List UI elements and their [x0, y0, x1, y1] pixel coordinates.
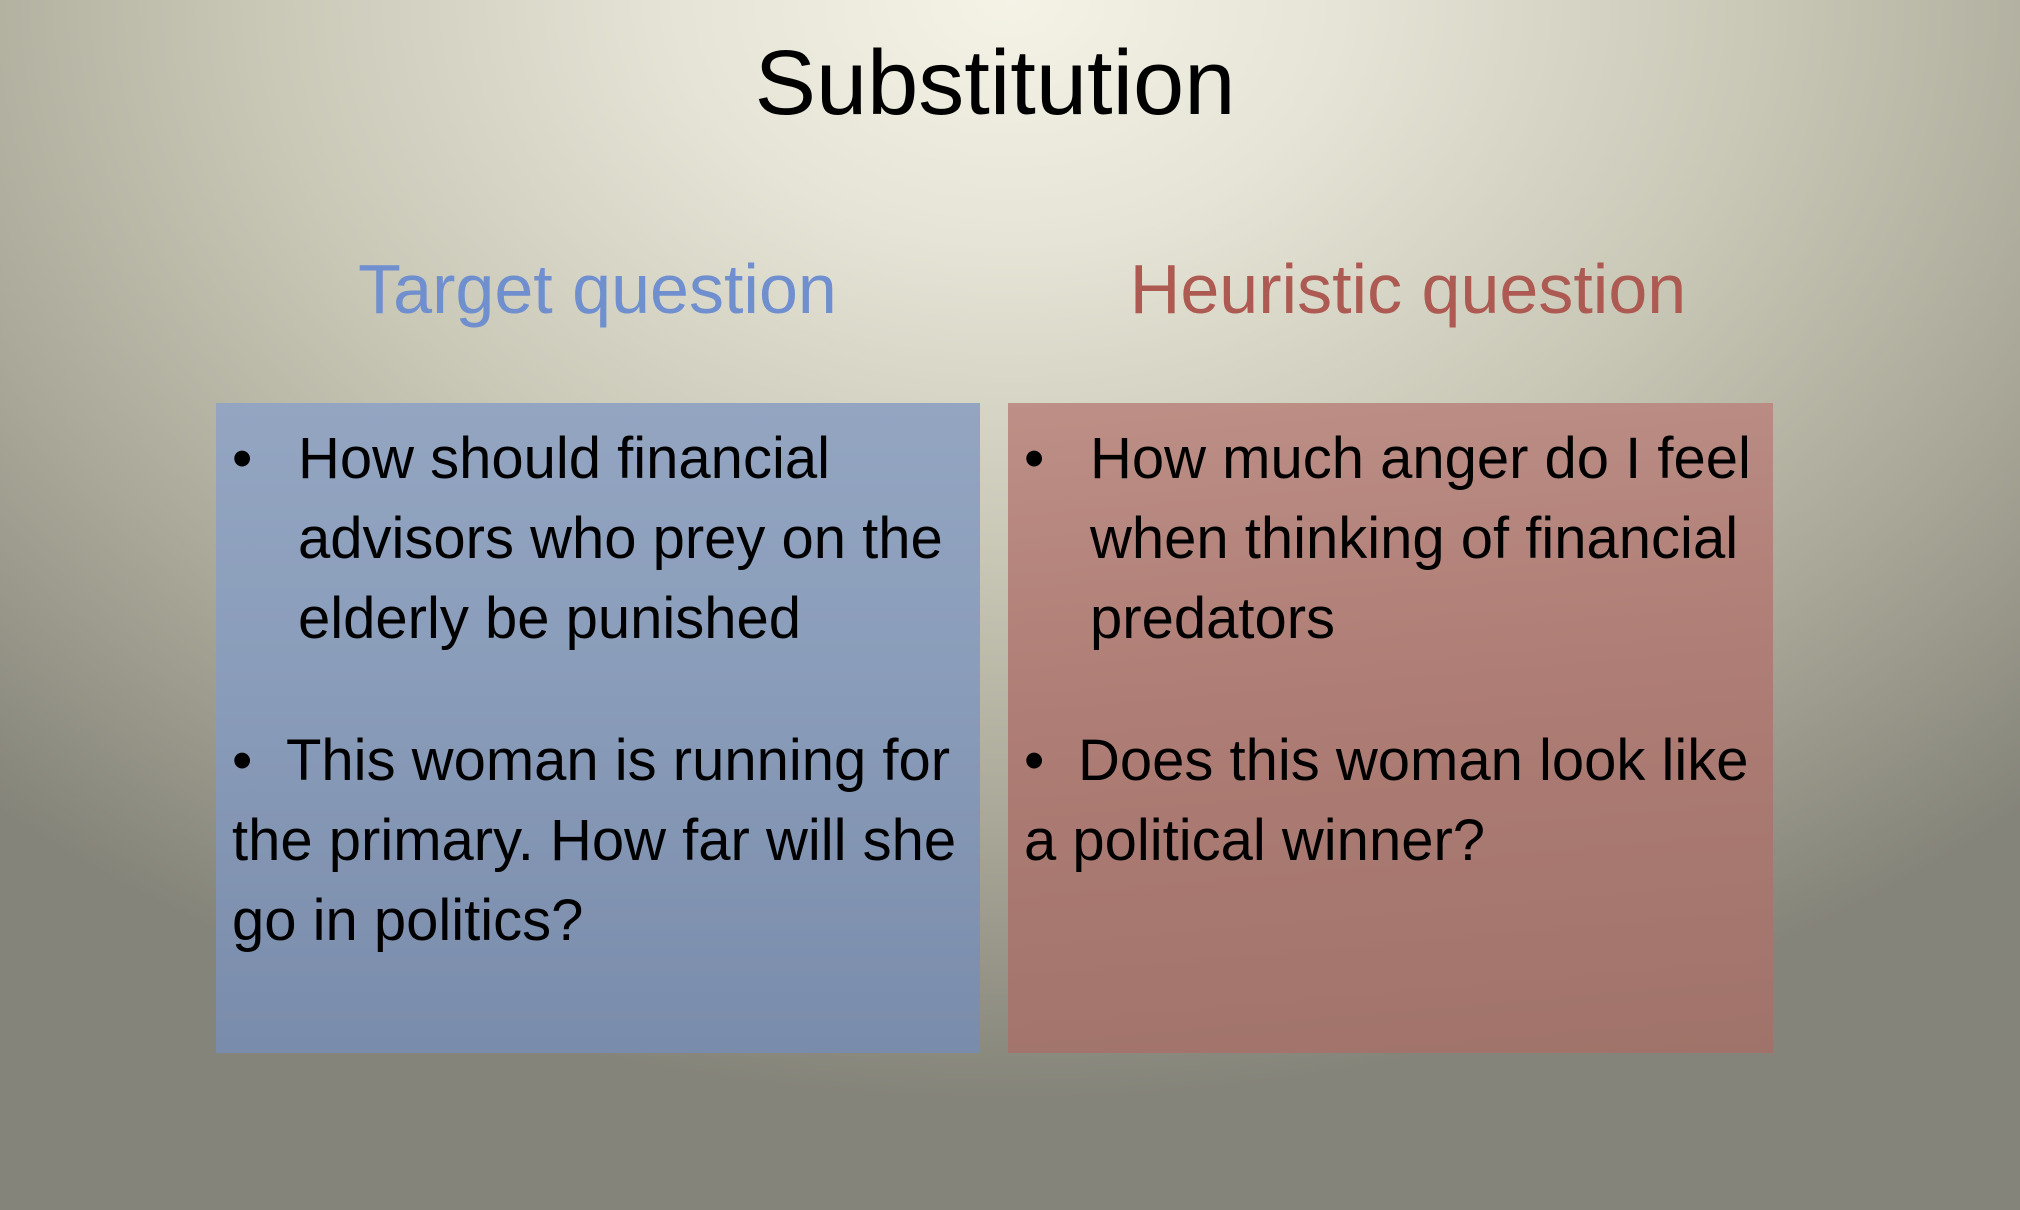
- target-question-heading: Target question: [358, 250, 837, 328]
- heuristic-bullet-2-text: Does this woman look like a political wi…: [1024, 728, 1749, 873]
- bullet-dot: •: [232, 426, 253, 491]
- heuristic-bullet-1-text: How much anger do I feel when thinking o…: [1090, 426, 1751, 651]
- bullet-dot: •: [1024, 728, 1045, 793]
- bullet-dot: •: [232, 728, 253, 793]
- heuristic-question-heading: Heuristic question: [1129, 250, 1687, 328]
- heuristic-bullet-1: • How much anger do I feel when thinking…: [1024, 419, 1764, 659]
- slide-title: Substitution: [754, 32, 1236, 134]
- target-bullet-1: • How should financial advisors who prey…: [232, 419, 972, 659]
- heuristic-bullet-2: • Does this woman look like a political w…: [1024, 721, 1754, 881]
- target-bullet-1-text: How should financial advisors who prey o…: [298, 426, 943, 651]
- heuristic-question-box: • How much anger do I feel when thinking…: [1008, 403, 1773, 1053]
- bullet-dot: •: [1024, 426, 1045, 491]
- target-bullet-2: • This woman is running for the primary. …: [232, 721, 962, 961]
- target-bullet-2-text: This woman is running for the primary. H…: [232, 728, 957, 953]
- target-question-box: • How should financial advisors who prey…: [216, 403, 980, 1053]
